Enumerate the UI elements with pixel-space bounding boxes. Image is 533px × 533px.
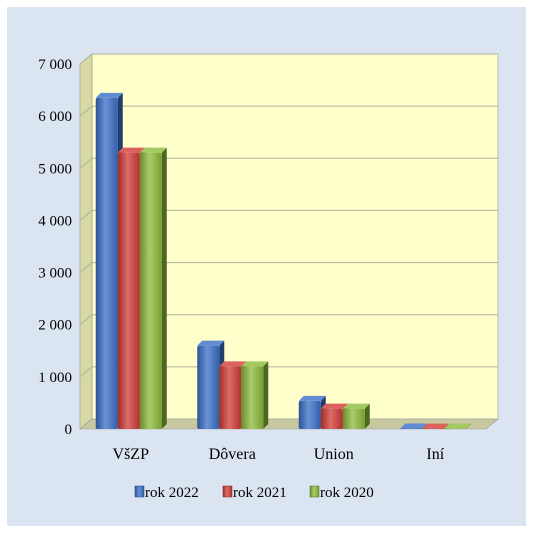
- bar-top: [219, 361, 247, 367]
- x-category-label: Iní: [426, 446, 444, 463]
- bar-rok-2020-0: [139, 152, 162, 429]
- y-tick-label: 1 000: [38, 370, 72, 386]
- bar-top: [95, 92, 123, 98]
- bar-chart: 0 1 000 2 000 3 000 4 000 5 000 6 000 7 000 VšZP…: [38, 53, 499, 501]
- y-tick-label: 5 000: [38, 161, 72, 177]
- y-tick-label: 2 000: [38, 318, 72, 334]
- y-tick-label: 4 000: [38, 213, 72, 229]
- bar-top: [139, 147, 167, 153]
- y-tick-label: 6 000: [38, 109, 72, 125]
- bar-rok-2022-3: [400, 428, 423, 429]
- legend-label: rok 2022: [145, 485, 199, 501]
- legend-swatch: [222, 485, 233, 498]
- bar-top: [320, 403, 348, 409]
- gridline: [79, 209, 498, 221]
- bar-top: [197, 340, 225, 346]
- bar-top: [241, 361, 269, 367]
- chart-container: 0 1 000 2 000 3 000 4 000 5 000 6 000 7 000 VšZP…: [7, 7, 526, 526]
- bar-top: [422, 423, 450, 429]
- bar-side: [466, 423, 472, 429]
- bar-rok-2021-2: [320, 408, 343, 429]
- bar-rok-2022-2: [298, 400, 321, 429]
- legend-label: rok 2021: [233, 485, 287, 501]
- plot-side-wall: [79, 53, 93, 430]
- gridline: [79, 157, 498, 169]
- gridline: [79, 366, 498, 378]
- bar-side: [263, 361, 269, 429]
- y-tick-label: 7 000: [38, 57, 72, 73]
- gridline: [79, 105, 498, 117]
- legend-swatch: [309, 485, 320, 498]
- x-category-label: Union: [314, 446, 354, 463]
- y-tick-label: 0: [65, 422, 73, 438]
- bar-rok-2022-1: [197, 345, 220, 429]
- bar-top: [298, 395, 326, 401]
- y-tick-label: 3 000: [38, 266, 72, 282]
- bar-side: [161, 147, 167, 429]
- bar-top: [400, 423, 428, 429]
- bar-rok-2022-0: [95, 97, 118, 430]
- bar-top: [342, 403, 370, 409]
- x-category-label: Dôvera: [209, 446, 256, 463]
- bar-rok-2021-0: [117, 152, 140, 429]
- legend-swatch: [134, 485, 145, 498]
- legend-label: rok 2020: [320, 485, 374, 501]
- bar-rok-2021-1: [219, 366, 242, 429]
- bar-side: [364, 403, 370, 429]
- gridline: [79, 53, 498, 65]
- bar-rok-2020-2: [342, 408, 365, 429]
- bar-top: [444, 423, 472, 429]
- bar-top: [117, 147, 145, 153]
- x-category-label: VšZP: [113, 446, 150, 463]
- bar-rok-2020-1: [241, 366, 264, 429]
- gridline: [79, 314, 498, 326]
- gridline: [79, 262, 498, 273]
